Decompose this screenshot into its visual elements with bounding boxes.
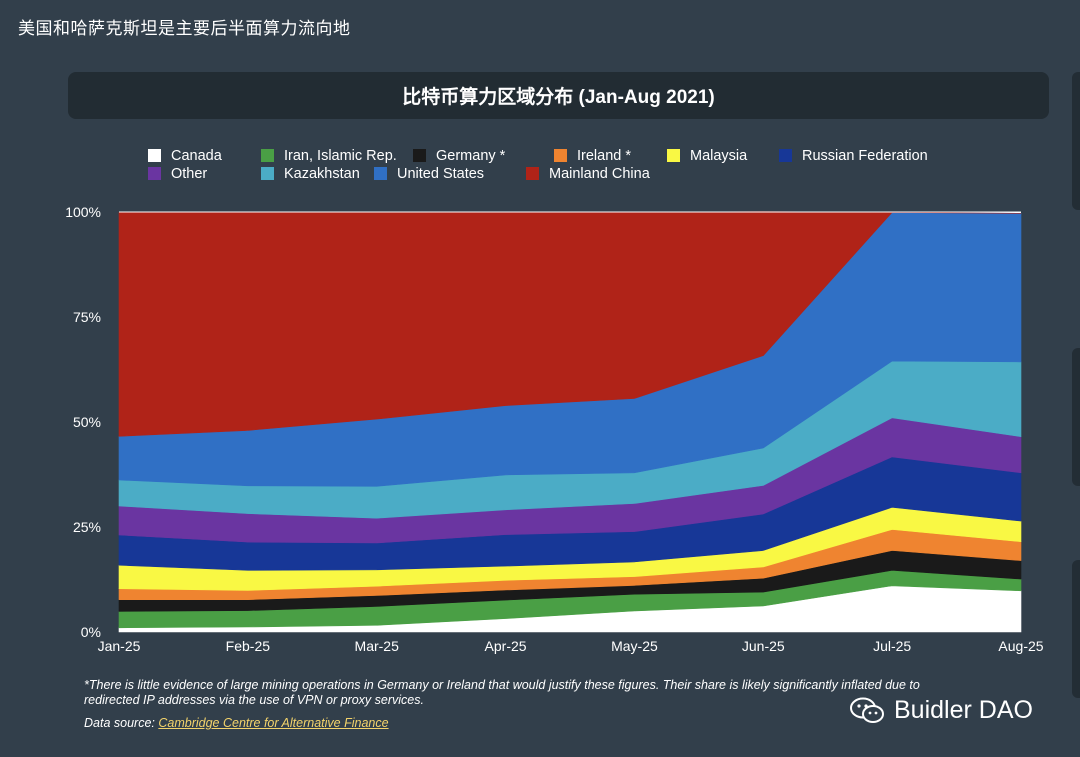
legend-label: Malaysia bbox=[690, 147, 748, 164]
data-source-link[interactable]: Cambridge Centre for Alternative Finance bbox=[158, 716, 389, 730]
legend-swatch bbox=[667, 149, 680, 162]
legend-item-iran[interactable]: Iran, Islamic Rep. bbox=[261, 147, 413, 164]
side-card-edge bbox=[1072, 560, 1080, 698]
legend-swatch bbox=[261, 149, 274, 162]
legend-swatch bbox=[526, 167, 539, 180]
footnote-line: *There is little evidence of large minin… bbox=[84, 678, 920, 692]
legend-swatch bbox=[148, 149, 161, 162]
chart-title: 比特币算力区域分布 (Jan-Aug 2021) bbox=[402, 87, 715, 108]
legend-swatch bbox=[413, 149, 426, 162]
watermark-text: Buidler DAO bbox=[894, 696, 1033, 724]
legend-item-kazakhstan[interactable]: Kazakhstan bbox=[261, 165, 374, 182]
legend-item-germany[interactable]: Germany * bbox=[413, 147, 554, 164]
watermark: Buidler DAO bbox=[850, 696, 1033, 725]
legend-item-canada[interactable]: Canada bbox=[148, 147, 261, 164]
side-card-edge bbox=[1072, 72, 1080, 210]
footnote-line: redirected IP addresses via the use of V… bbox=[84, 693, 424, 707]
side-card-edge bbox=[1072, 348, 1080, 486]
legend-label: Other bbox=[171, 165, 208, 182]
legend-label: United States bbox=[397, 165, 485, 182]
legend-swatch bbox=[148, 167, 161, 180]
legend-swatch bbox=[374, 167, 387, 180]
y-tick-label: 0% bbox=[81, 624, 101, 640]
legend-item-russian-federation[interactable]: Russian Federation bbox=[779, 147, 945, 164]
x-tick-label: Jul-25 bbox=[873, 638, 911, 654]
legend-swatch bbox=[261, 167, 274, 180]
chart-legend: Canada Iran, Islamic Rep. Germany * Irel… bbox=[148, 147, 1028, 182]
wechat-icon bbox=[850, 697, 884, 723]
y-tick-label: 100% bbox=[65, 204, 101, 220]
legend-swatch bbox=[554, 149, 567, 162]
legend-label: Ireland * bbox=[577, 147, 632, 164]
legend-label: Kazakhstan bbox=[284, 165, 360, 182]
legend-label: Mainland China bbox=[549, 165, 650, 182]
legend-item-other[interactable]: Other bbox=[148, 165, 261, 182]
y-tick-label: 25% bbox=[73, 519, 101, 535]
legend-item-ireland[interactable]: Ireland * bbox=[554, 147, 667, 164]
x-tick-label: Mar-25 bbox=[355, 638, 400, 654]
data-source: Data source: Cambridge Centre for Altern… bbox=[84, 716, 389, 730]
chart-footnote: *There is little evidence of large minin… bbox=[84, 678, 984, 708]
page-caption: 美国和哈萨克斯坦是主要后半面算力流向地 bbox=[18, 19, 351, 38]
x-tick-label: Aug-25 bbox=[998, 638, 1043, 654]
legend-item-united-states[interactable]: United States bbox=[374, 165, 526, 182]
legend-label: Iran, Islamic Rep. bbox=[284, 147, 397, 164]
legend-item-mainland-china[interactable]: Mainland China bbox=[526, 165, 667, 182]
x-tick-label: Jan-25 bbox=[98, 638, 141, 654]
legend-label: Germany * bbox=[436, 147, 506, 164]
legend-swatch bbox=[779, 149, 792, 162]
x-tick-label: Jun-25 bbox=[742, 638, 785, 654]
y-tick-label: 50% bbox=[73, 414, 101, 430]
x-tick-label: May-25 bbox=[611, 638, 658, 654]
y-tick-label: 75% bbox=[73, 309, 101, 325]
legend-label: Canada bbox=[171, 147, 222, 164]
legend-label: Russian Federation bbox=[802, 147, 928, 164]
legend-item-malaysia[interactable]: Malaysia bbox=[667, 147, 779, 164]
data-source-label: Data source: bbox=[84, 716, 155, 730]
chart-header: 比特币算力区域分布 (Jan-Aug 2021) bbox=[68, 72, 1049, 119]
x-tick-label: Apr-25 bbox=[485, 638, 527, 654]
x-tick-label: Feb-25 bbox=[226, 638, 271, 654]
